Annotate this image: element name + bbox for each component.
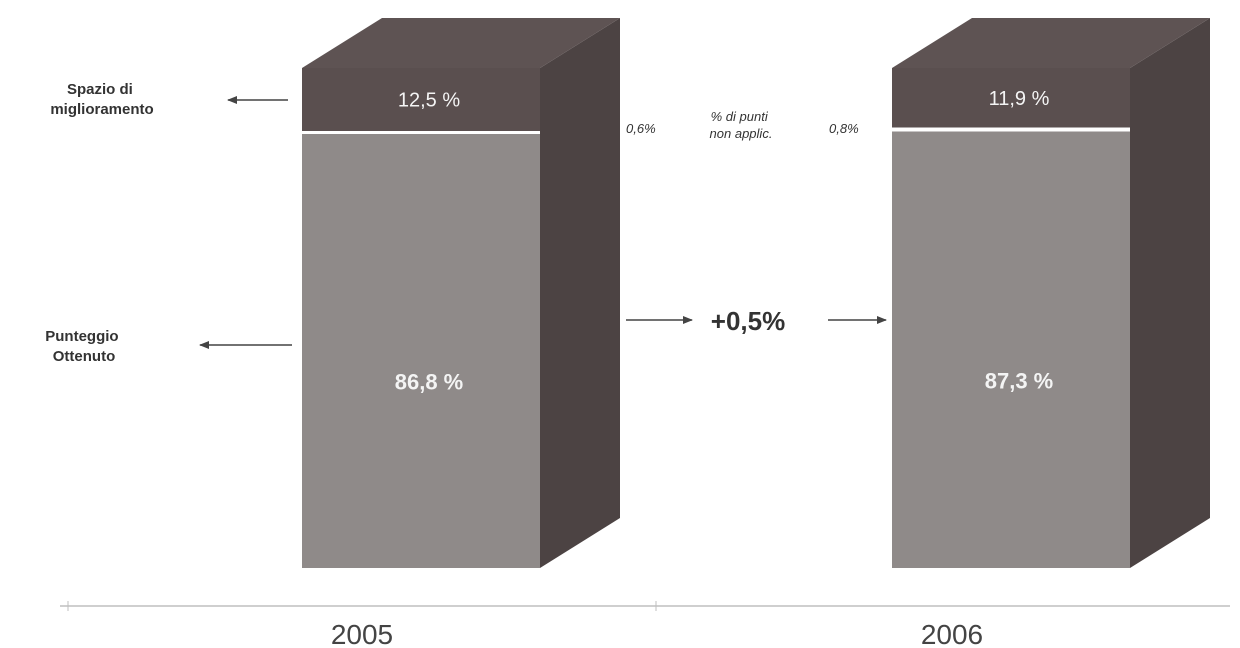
not-applicable-value-2005: 0,6% bbox=[626, 121, 656, 136]
series-label-score: Punteggio Ottenuto bbox=[45, 328, 123, 365]
bar-2005: 12,5 % 86,8 % bbox=[302, 18, 620, 568]
x-tick-label-2005: 2005 bbox=[331, 619, 393, 648]
not-applicable-value-2006: 0,8% bbox=[829, 121, 859, 136]
series-label-improvement: Spazio di miglioramento bbox=[50, 81, 153, 118]
bar-2005-score-value: 86,8 % bbox=[395, 369, 464, 394]
bar-2006-score-segment bbox=[892, 131, 1130, 568]
bar-2005-score-segment bbox=[302, 134, 540, 568]
series-label-improvement-line-1: Spazio di bbox=[67, 81, 133, 98]
not-applicable-label-line-1: % di punti bbox=[711, 109, 769, 124]
bar-2006-improvement-segment bbox=[892, 68, 1130, 128]
series-label-score-line-2: Ottenuto bbox=[53, 348, 115, 365]
bar-2005-top-face bbox=[302, 18, 620, 68]
not-applicable-label: % di punti non applic. bbox=[710, 109, 773, 141]
x-tick-label-2006: 2006 bbox=[921, 619, 983, 648]
bar-2005-improvement-value: 12,5 % bbox=[398, 90, 460, 112]
bar-2006-score-value: 87,3 % bbox=[985, 368, 1054, 393]
series-label-score-line-1: Punteggio bbox=[45, 328, 118, 345]
bar-2005-improvement-segment bbox=[302, 68, 540, 131]
bar-2006-improvement-value: 11,9 % bbox=[989, 88, 1050, 110]
bar-2006: 11,9 % 87,3 % bbox=[892, 18, 1210, 568]
bar-2005-side-face bbox=[540, 18, 620, 568]
not-applicable-label-line-2: non applic. bbox=[710, 126, 773, 141]
bar-2006-top-face bbox=[892, 18, 1210, 68]
series-label-improvement-line-2: miglioramento bbox=[50, 101, 153, 118]
bar-2006-side-face bbox=[1130, 18, 1210, 568]
delta-label: +0,5% bbox=[711, 306, 785, 336]
